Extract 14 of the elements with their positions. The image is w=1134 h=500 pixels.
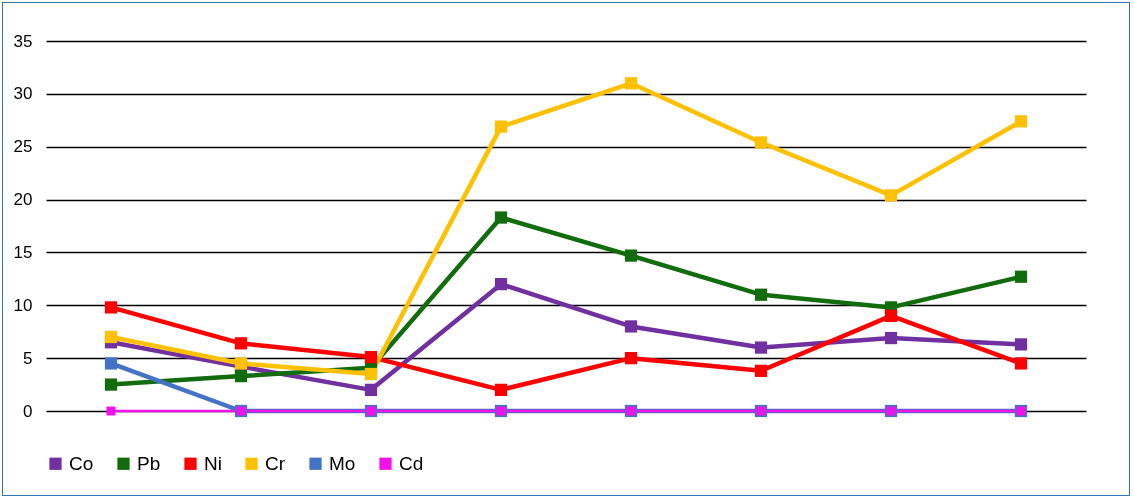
y-tick-label: 10: [13, 295, 33, 315]
legend-label: Ni: [204, 452, 222, 474]
legend-label: Cr: [265, 452, 286, 474]
y-tick-label: 25: [13, 137, 33, 157]
legend-label: Mo: [329, 452, 356, 474]
y-tick-label: 30: [13, 84, 33, 104]
legend-label: Co: [69, 452, 94, 474]
legend-label: Cd: [399, 452, 424, 474]
y-tick-label: 5: [23, 348, 33, 368]
legend-label: Pb: [137, 452, 161, 474]
y-tick-label: 0: [23, 401, 33, 421]
y-tick-label: 15: [13, 242, 33, 262]
y-tick-label: 20: [13, 190, 33, 210]
y-tick-label: 35: [13, 31, 33, 51]
